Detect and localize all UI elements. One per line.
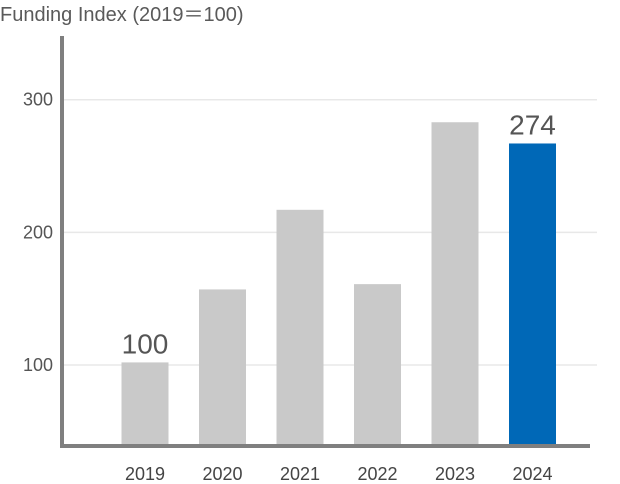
bar-2024 [509, 143, 556, 447]
y-tick-label-200: 200 [23, 222, 53, 242]
x-tick-label-2023: 2023 [435, 464, 475, 484]
y-tick-label-300: 300 [23, 90, 53, 110]
bar-2019 [121, 362, 169, 446]
y-tick-label-100: 100 [23, 355, 53, 375]
x-tick-label-2022: 2022 [357, 464, 397, 484]
x-tick-label-2024: 2024 [512, 464, 552, 484]
data-label-2024: 274 [509, 109, 556, 140]
chart-title: Funding Index (2019＝100) [0, 4, 244, 26]
labels: 100 200 300 2019 2020 2021 2022 2023 2024 100 274 [23, 90, 556, 484]
bar-2021 [276, 209, 324, 446]
axes [60, 36, 590, 448]
x-tick-label-2020: 2020 [202, 464, 242, 484]
bar-2022 [354, 284, 401, 446]
x-tick-label-2021: 2021 [280, 464, 320, 484]
x-tick-label-2019: 2019 [125, 464, 165, 484]
bar-2023 [431, 122, 479, 446]
bars [121, 122, 556, 447]
bar-2020 [199, 289, 246, 446]
data-label-2019: 100 [122, 328, 169, 359]
